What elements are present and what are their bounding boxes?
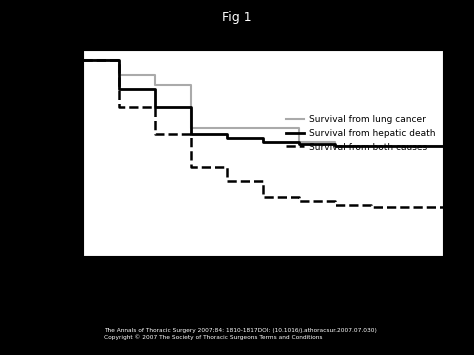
- Text: Fig 1: Fig 1: [222, 11, 252, 24]
- Text: Patients at risk: Patients at risk: [57, 261, 124, 270]
- Text: 21: 21: [113, 264, 125, 273]
- Text: 33: 33: [77, 264, 89, 273]
- Text: 19: 19: [149, 264, 161, 273]
- Text: 2: 2: [332, 264, 338, 273]
- Text: 9: 9: [224, 264, 230, 273]
- Text: 1: 1: [368, 264, 374, 273]
- Text: The Annals of Thoracic Surgery 2007;84: 1810-1817DOI: (10.1016/j.athoracsur.2007: The Annals of Thoracic Surgery 2007;84: …: [104, 328, 377, 340]
- Text: 6: 6: [260, 264, 266, 273]
- Text: 14: 14: [185, 264, 197, 273]
- Legend: Survival from lung cancer, Survival from hepatic death, Survival from both cause: Survival from lung cancer, Survival from…: [283, 112, 438, 155]
- Text: 3: 3: [296, 264, 302, 273]
- X-axis label: Time after lung surgery (years): Time after lung surgery (years): [171, 281, 356, 291]
- Y-axis label: Survival rate: Survival rate: [39, 115, 49, 191]
